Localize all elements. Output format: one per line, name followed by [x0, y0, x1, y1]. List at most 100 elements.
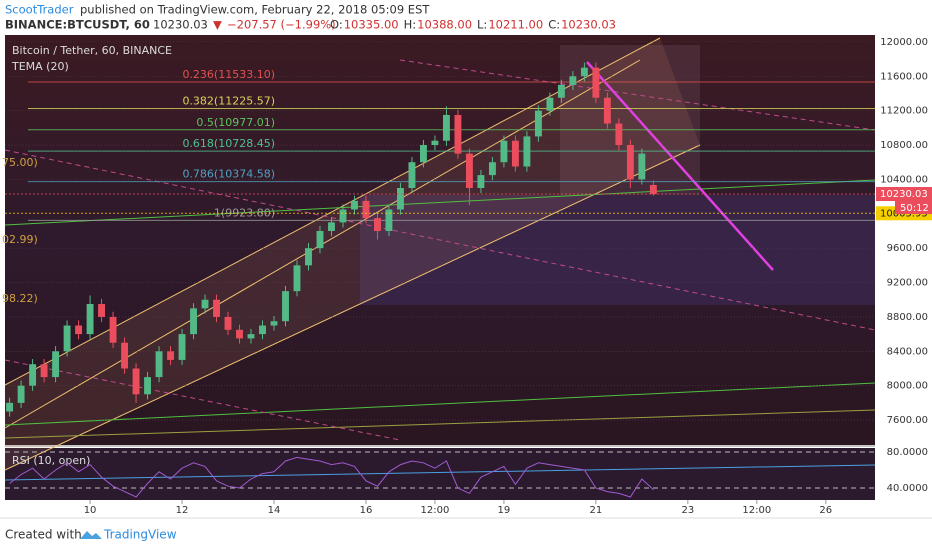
- quote-label: C:: [548, 18, 560, 32]
- x-tick-label: 16: [360, 505, 373, 516]
- change: −207.57 (−1.99%): [227, 18, 336, 32]
- x-tick-label: 19: [498, 505, 511, 516]
- candle-body: [305, 248, 312, 266]
- price-marker: [876, 187, 932, 202]
- candle-body: [477, 175, 485, 188]
- quote-value: 10230.03: [561, 18, 616, 32]
- candle-body: [224, 316, 232, 330]
- chart-title: Bitcoin / Tether, 60, BINANCE: [12, 44, 172, 57]
- candle-body: [40, 364, 48, 378]
- symbol: BINANCE:BTCUSDT, 60: [5, 18, 150, 32]
- candle-body: [431, 140, 439, 146]
- fib-label: 0.236(11533.10): [182, 68, 275, 81]
- published: published on TradingView.com, February 2…: [80, 3, 430, 17]
- candle-body: [6, 402, 14, 412]
- candle-body: [557, 84, 565, 98]
- candle-body: [362, 200, 370, 219]
- left-label: 98.22): [2, 292, 38, 305]
- candle-body: [63, 325, 71, 352]
- candle-body: [109, 316, 117, 343]
- candle-body: [190, 308, 197, 335]
- candle-body: [397, 187, 404, 210]
- countdown: 50:12: [900, 203, 929, 214]
- candle-body: [580, 67, 588, 77]
- y-tick-label: 8400.00: [887, 346, 928, 357]
- channel-line: [4, 144, 701, 471]
- candle-body: [419, 145, 427, 163]
- y-tick-label: 12000.00: [880, 37, 928, 48]
- trend-line: [4, 409, 876, 439]
- candle-body: [98, 304, 106, 317]
- quote-value: 10335.00: [344, 18, 399, 32]
- x-tick-label: 12:00: [742, 505, 771, 516]
- rsi-trend-line: [4, 464, 876, 481]
- candle-body: [293, 265, 301, 292]
- last-price: 10230.03: [153, 18, 208, 32]
- candle-body: [465, 153, 473, 188]
- x-tick-label: 12:00: [421, 505, 450, 516]
- x-tick-label: 12: [176, 505, 189, 516]
- candle-body: [442, 114, 450, 141]
- candle-body: [132, 368, 140, 395]
- candle-body: [500, 140, 508, 163]
- x-tick-label: 26: [819, 505, 832, 516]
- candle-body: [178, 334, 186, 360]
- candle-body: [351, 200, 358, 210]
- footer-created: Created with: [5, 528, 82, 542]
- countdown-box: [895, 201, 932, 215]
- candle-body: [534, 110, 542, 137]
- y-tick-label: 11600.00: [880, 71, 928, 82]
- price-marker-label: 10230.03: [880, 189, 928, 200]
- candle-body: [454, 114, 462, 154]
- y-tick-label: 8000.00: [887, 381, 928, 392]
- candle-body: [408, 162, 416, 188]
- candle-body: [282, 291, 289, 322]
- dashed-line: [4, 359, 401, 441]
- candle-body: [167, 351, 174, 360]
- candle-body: [121, 342, 129, 369]
- candle-body: [236, 329, 243, 339]
- quote-label: H:: [404, 18, 417, 32]
- candle-body: [155, 351, 163, 378]
- y-tick-label: 11200.00: [880, 106, 928, 117]
- fib-label: 0.5(10977.01): [196, 116, 275, 129]
- change-arrow: ▼: [213, 18, 222, 32]
- quote-value: 10388.00: [417, 18, 472, 32]
- candle-body: [328, 222, 335, 231]
- candle-body: [86, 304, 94, 335]
- candle-body: [638, 153, 646, 180]
- y-tick-label: 9600.00: [887, 243, 928, 254]
- x-tick-label: 23: [681, 505, 694, 516]
- fib-label: 0.786(10374.58): [182, 168, 275, 181]
- candle-body: [569, 76, 577, 85]
- candle-body: [75, 325, 83, 335]
- rsi-title: RSI (10, open): [12, 454, 90, 467]
- left-label: 75.00): [2, 156, 38, 169]
- y-tick-label: 9200.00: [887, 278, 928, 289]
- candle-body: [488, 162, 496, 176]
- rsi-tick-label: 80.0000: [887, 447, 928, 458]
- trend-line-magenta: [586, 61, 774, 271]
- fib-label: 0.618(10728.45): [182, 137, 275, 150]
- author[interactable]: ScootTrader: [5, 3, 74, 17]
- x-tick-label: 10: [84, 505, 97, 516]
- candle-body: [546, 97, 554, 111]
- quote-value: 10211.00: [488, 18, 543, 32]
- rsi-line: [9, 456, 654, 498]
- trend-line: [4, 179, 876, 226]
- dashed-line: [399, 59, 876, 131]
- candle-body: [247, 334, 255, 339]
- footer-brand[interactable]: TradingView: [103, 528, 177, 542]
- candle-body: [603, 97, 611, 124]
- candle-body: [213, 299, 220, 317]
- x-tick-label: 14: [268, 505, 281, 516]
- fib-label: 1(9923.80): [214, 206, 275, 219]
- candle-body: [385, 209, 393, 231]
- candle-body: [316, 230, 324, 249]
- candle-body: [626, 145, 634, 180]
- candle-body: [592, 67, 600, 98]
- candle-body: [523, 136, 531, 167]
- y-tick-label: 10400.00: [880, 174, 928, 185]
- candle-body: [29, 364, 37, 386]
